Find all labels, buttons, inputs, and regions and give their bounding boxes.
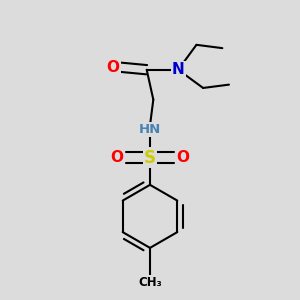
Text: HN: HN <box>139 123 161 136</box>
Text: O: O <box>107 60 120 75</box>
Text: CH₃: CH₃ <box>138 276 162 289</box>
Text: N: N <box>172 62 184 77</box>
Text: S: S <box>144 148 156 166</box>
Text: O: O <box>177 150 190 165</box>
Text: O: O <box>110 150 123 165</box>
